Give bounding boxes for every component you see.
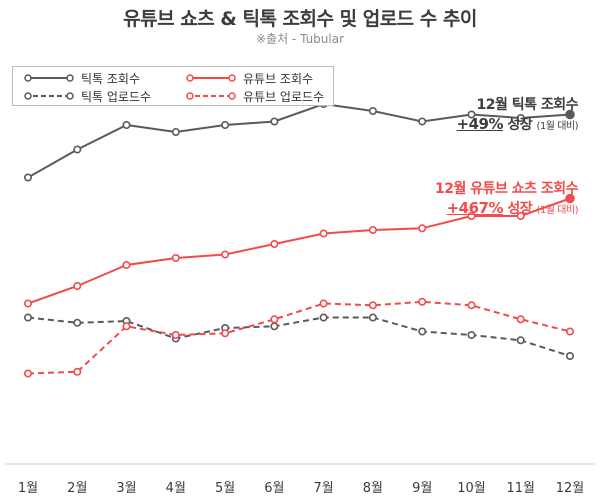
series-틱톡-업로드수 <box>23 313 574 360</box>
x-tick-label: 3월 <box>116 481 136 496</box>
series-line-틱톡-조회수 <box>27 102 571 179</box>
annotation-youtube-line2: +467% 성장 (1월 대비) <box>435 198 579 218</box>
annotation-tiktok-line1: 12월 틱톡 조회수 <box>476 97 578 113</box>
data-point <box>122 121 131 130</box>
data-point <box>418 327 427 336</box>
data-point <box>23 299 32 308</box>
data-point <box>221 121 230 130</box>
legend-item-youtube-views: 유튜브 조회수 <box>185 69 313 87</box>
legend-item-youtube-uploads: 유튜브 업로드수 <box>185 87 324 105</box>
data-point <box>23 369 32 378</box>
x-tick-label: 1월 <box>18 481 38 496</box>
data-point <box>73 367 82 376</box>
data-point <box>516 114 525 123</box>
data-point <box>270 240 279 249</box>
legend: 틱톡 조회수 유튜브 조회수 틱톡 업로드수 유튜브 업로드수 <box>12 66 334 106</box>
annotation-youtube-pct: +467% <box>446 199 504 217</box>
series-line-유튜브-업로드수 <box>27 300 571 375</box>
data-point <box>319 313 328 322</box>
x-tick-label: 7월 <box>313 481 333 496</box>
series-유튜브-업로드수 <box>23 297 574 378</box>
annotation-youtube-label: 성장 <box>503 201 537 217</box>
data-point <box>368 313 377 322</box>
data-point <box>565 327 574 336</box>
series-line-유튜브-조회수 <box>27 197 571 305</box>
data-point <box>418 117 427 126</box>
data-point <box>122 260 131 269</box>
annotation-tiktok-line2: +49% 성장 (1월 대비) <box>456 114 579 134</box>
x-tick-label: 6월 <box>264 481 284 496</box>
annotation-tiktok-small: (1월 대비) <box>536 121 579 132</box>
data-point <box>319 299 328 308</box>
data-point <box>270 322 279 331</box>
data-point <box>270 315 279 324</box>
x-tick-label: 9월 <box>412 481 432 496</box>
data-point <box>73 281 82 290</box>
x-tick-labels: 1월 2월 3월 4월 5월 6월 7월 8월 9월 10월 11월 12월 <box>18 481 584 496</box>
data-point <box>73 318 82 327</box>
x-tick-label: 8월 <box>363 481 383 496</box>
data-point <box>516 315 525 324</box>
data-point <box>270 117 279 126</box>
data-point <box>516 336 525 345</box>
data-point <box>467 110 476 119</box>
legend-label: 유튜브 업로드수 <box>243 89 325 104</box>
data-point <box>368 301 377 310</box>
data-point <box>467 301 476 310</box>
data-point <box>23 313 32 322</box>
data-point <box>565 193 575 204</box>
annotation-tiktok: 12월 틱톡 조회수 +49% 성장 (1월 대비) <box>456 94 579 134</box>
series-layer <box>23 100 575 378</box>
series-유튜브-조회수 <box>23 193 575 308</box>
source-note: ※출처 - Tubular <box>255 32 345 46</box>
x-tick-label: 4월 <box>166 481 186 496</box>
x-tick-label: 12월 <box>556 481 585 496</box>
annotation-tiktok-label: 성장 <box>503 117 537 133</box>
data-point <box>418 297 427 306</box>
data-point <box>73 145 82 154</box>
legend-item-tiktok-views: 틱톡 조회수 <box>23 69 140 87</box>
data-point <box>171 330 180 339</box>
x-tick-label: 5월 <box>215 481 235 496</box>
data-point <box>368 107 377 116</box>
legend-swatch-dashed-gray <box>24 92 74 100</box>
series-line-틱톡-업로드수 <box>27 316 571 357</box>
legend-swatch-dashed-red <box>186 92 236 100</box>
legend-swatch-solid-red <box>186 74 236 82</box>
data-point <box>171 128 180 137</box>
x-tick-label: 11월 <box>506 481 535 496</box>
annotation-youtube: 12월 유튜브 쇼츠 조회수 +467% 성장 (1월 대비) <box>434 178 579 218</box>
legend-item-tiktok-uploads: 틱톡 업로드수 <box>23 87 151 105</box>
data-point <box>467 330 476 339</box>
legend-label: 유튜브 조회수 <box>243 71 314 86</box>
chart-title: 유튜브 쇼츠 & 틱톡 조회수 및 업로드 수 추이 <box>123 8 477 30</box>
x-tick-label: 2월 <box>67 481 87 496</box>
x-tick-label: 10월 <box>457 481 486 496</box>
data-point <box>467 212 476 221</box>
annotation-youtube-small: (1월 대비) <box>536 205 579 216</box>
data-point <box>319 229 328 238</box>
legend-label: 틱톡 조회수 <box>81 71 141 86</box>
series-틱톡-조회수 <box>23 100 575 182</box>
annotation-tiktok-pct: +49% <box>456 115 504 133</box>
data-point <box>171 254 180 263</box>
annotation-youtube-line1: 12월 유튜브 쇼츠 조회수 <box>434 181 579 197</box>
data-point <box>221 329 230 338</box>
data-point <box>516 212 525 221</box>
data-point <box>23 173 32 182</box>
legend-label: 틱톡 업로드수 <box>81 89 152 104</box>
data-point <box>565 109 575 120</box>
data-point <box>221 250 230 259</box>
data-point <box>368 226 377 235</box>
legend-swatch-solid-gray <box>24 74 74 82</box>
data-point <box>418 224 427 233</box>
data-point <box>565 351 574 360</box>
data-point <box>122 322 131 331</box>
